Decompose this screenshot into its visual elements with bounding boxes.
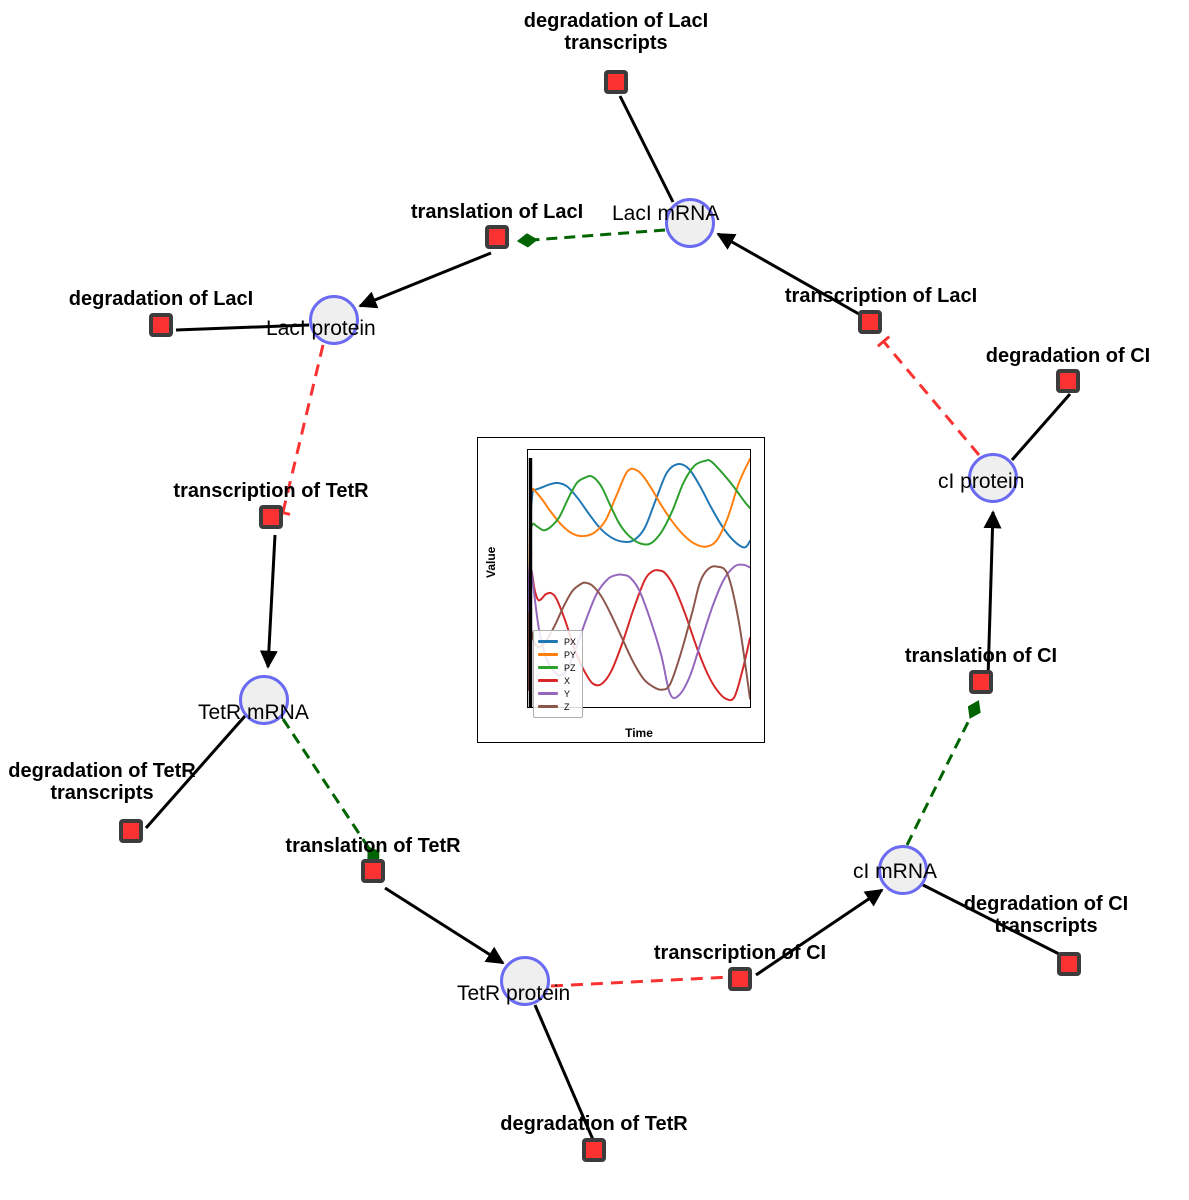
reaction-label-translation-ci: translation of CI — [904, 645, 1058, 667]
reaction-label-line2: transcripts — [564, 32, 668, 55]
edge-transcription-tetr-to-mrna — [259, 534, 278, 669]
reaction-label-transcription-tetr: transcription of TetR — [173, 480, 369, 502]
chart-legend-label: PX — [564, 636, 577, 647]
species-label-ci-mrna: cI mRNA — [853, 860, 937, 883]
chart-y-axis-label: Value — [484, 546, 498, 578]
species-label-tetr-mrna: TetR mRNA — [198, 701, 309, 724]
chart-legend: PX PY PZ X Y Z — [533, 630, 584, 718]
species-node-ci-mrna[interactable] — [878, 845, 928, 895]
inset-timecourse-chart: Value Time 10⁻¹10⁰10¹10²10³050100150200 … — [477, 437, 765, 743]
chart-series-x — [528, 567, 750, 702]
chart-legend-item: Z — [538, 700, 576, 713]
chart-legend-item: Y — [538, 687, 576, 700]
chart-series-svg — [528, 457, 750, 707]
species-node-laci-protein[interactable] — [309, 295, 359, 345]
species-label-ci-protein: cI protein — [938, 470, 1025, 493]
chart-x-axis-label: Time — [625, 726, 653, 740]
chart-legend-swatch — [538, 705, 558, 708]
chart-legend-item: PX — [538, 635, 576, 648]
reaction-label-transcription-ci: transcription of CI — [653, 942, 827, 964]
reaction-label-line2: transcripts — [50, 782, 154, 805]
reaction-node-degradation-ci-transcripts[interactable] — [1057, 952, 1081, 976]
chart-legend-label: Z — [564, 701, 570, 712]
species-node-tetr-protein[interactable] — [500, 956, 550, 1006]
chart-x-tick-mark — [584, 707, 585, 708]
chart-x-tick-mark — [528, 707, 529, 708]
reaction-label-line1: degradation of TetR — [8, 760, 196, 782]
species-label-laci-protein: LacI protein — [266, 317, 376, 340]
reaction-node-transcription-laci[interactable] — [858, 310, 882, 334]
species-node-tetr-mrna[interactable] — [239, 675, 289, 725]
species-label-laci-mrna: LacI mRNA — [612, 202, 720, 225]
chart-x-tick-mark — [640, 707, 641, 708]
chart-legend-label: X — [564, 675, 571, 686]
chart-legend-swatch — [538, 679, 558, 682]
chart-legend-swatch — [538, 640, 558, 643]
chart-legend-swatch — [538, 666, 558, 669]
chart-legend-item: PY — [538, 648, 576, 661]
chart-legend-item: X — [538, 674, 576, 687]
chart-y-tick-mark — [527, 651, 528, 652]
reaction-node-translation-tetr[interactable] — [361, 859, 385, 883]
reaction-node-transcription-tetr[interactable] — [259, 505, 283, 529]
edge-laci-mrna-degradation — [618, 95, 675, 203]
chart-series-px — [528, 463, 750, 664]
reaction-label-degradation-ci: degradation of CI — [985, 345, 1151, 367]
reaction-node-transcription-ci[interactable] — [728, 967, 752, 991]
chart-legend-label: PY — [564, 649, 577, 660]
chart-legend-label: PZ — [564, 662, 576, 673]
species-node-ci-protein[interactable] — [968, 453, 1018, 503]
reaction-label-translation-laci: translation of LacI — [410, 201, 584, 223]
chart-y-tick-mark — [527, 593, 528, 594]
chart-plot-area: 10⁻¹10⁰10¹10²10³050100150200 — [527, 449, 751, 708]
reaction-label-line1: degradation of LacI — [523, 10, 709, 32]
reaction-label-transcription-laci: transcription of LacI — [784, 285, 978, 307]
chart-legend-swatch — [538, 653, 558, 656]
reaction-label-degradation-laci: degradation of LacI — [68, 288, 254, 310]
edge-translation-laci-to-protein — [358, 251, 492, 309]
chart-y-tick-mark — [527, 477, 528, 478]
chart-y-tick-mark — [527, 535, 528, 536]
reaction-label-degradation-ci-transcripts: degradation of CI transcripts — [886, 893, 1189, 938]
chart-legend-label: Y — [564, 688, 571, 699]
chart-x-tick-mark — [696, 707, 697, 708]
reaction-label-line1: degradation of CI — [963, 893, 1129, 915]
reaction-node-degradation-tetr[interactable] — [582, 1138, 606, 1162]
reaction-node-translation-ci[interactable] — [969, 670, 993, 694]
chart-series-pz — [528, 459, 750, 664]
edge-ci-protein-degradation — [1010, 393, 1072, 461]
reaction-node-degradation-ci[interactable] — [1056, 369, 1080, 393]
edge-translation-tetr-to-protein — [384, 886, 505, 965]
species-node-laci-mrna[interactable] — [665, 198, 715, 248]
reaction-label-line2: transcripts — [994, 915, 1098, 938]
edge-ci-mrna-modifier-translation — [905, 700, 981, 846]
reaction-label-translation-tetr: translation of TetR — [285, 835, 461, 857]
species-label-tetr-protein: TetR protein — [457, 982, 571, 1005]
reaction-node-degradation-tetr-transcripts[interactable] — [119, 819, 143, 843]
chart-series-py — [528, 457, 750, 664]
reaction-label-degradation-tetr-transcripts: degradation of TetR transcripts — [0, 760, 262, 805]
edge-tetr-protein-inhibits-ci — [550, 969, 734, 988]
reaction-node-degradation-laci-transcripts[interactable] — [604, 70, 628, 94]
chart-legend-item: PZ — [538, 661, 576, 674]
edge-laci-mrna-modifier-translation — [516, 228, 666, 248]
reaction-node-translation-laci[interactable] — [485, 225, 509, 249]
reaction-node-degradation-laci[interactable] — [149, 313, 173, 337]
reaction-label-degradation-tetr: degradation of TetR — [500, 1113, 688, 1135]
chart-legend-swatch — [538, 692, 558, 695]
reaction-label-degradation-laci-transcripts: degradation of LacI transcripts — [456, 10, 776, 55]
